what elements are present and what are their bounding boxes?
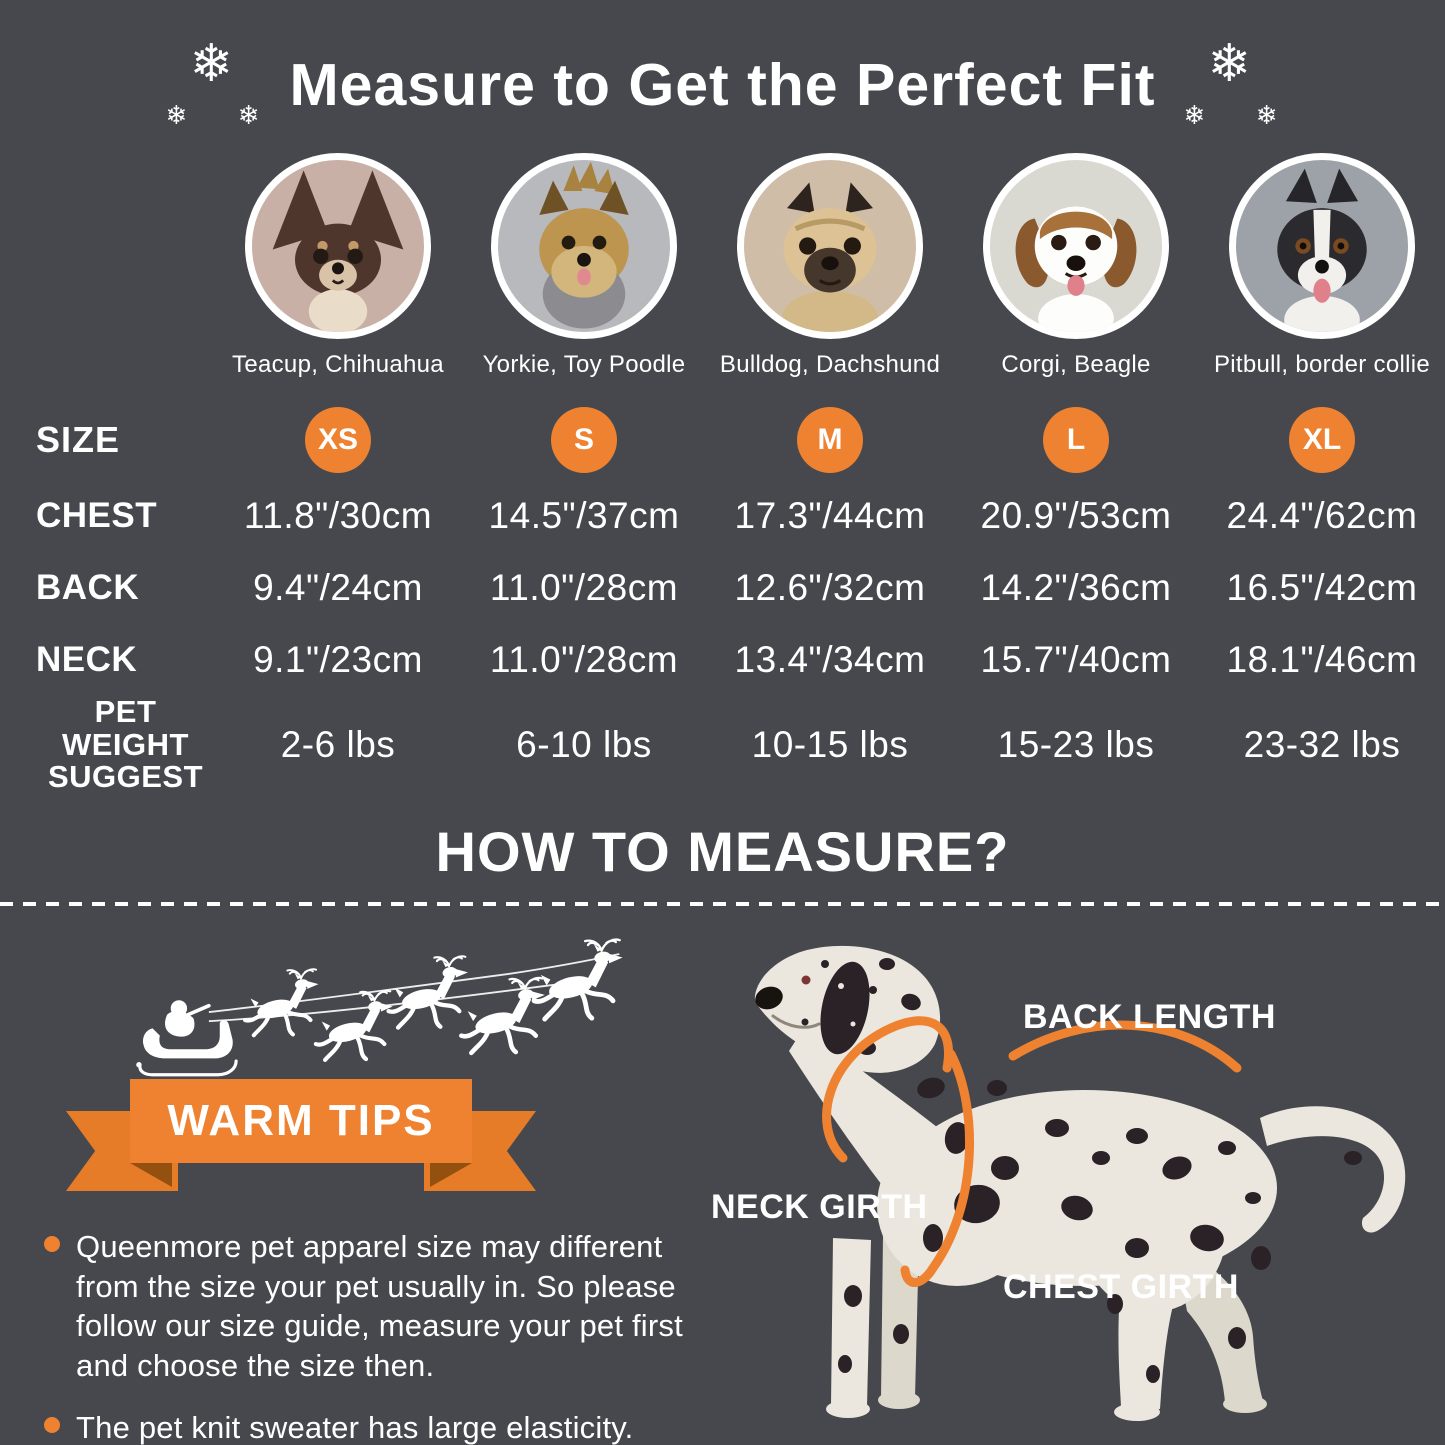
weight-value: 10-15 lbs [751,723,909,765]
snowflake-icon: ❄ [189,35,234,93]
back-row: BACK 9.4"/24cm 11.0"/28cm 12.6"/32cm 14.… [0,552,1445,624]
warm-tips-banner: WARM TIPS [66,1079,536,1201]
breed-photos-row [0,146,1445,346]
weight-label-line2: SUGGEST [47,759,204,795]
reindeer-icon [242,967,321,1038]
breed-caption: Pitbull, border collie [1213,351,1431,378]
size-badge-l: L [1043,407,1109,473]
reindeer-icon [316,991,393,1060]
weight-value: 6-10 lbs [516,723,652,765]
weight-label-line1: PET WEIGHT [62,694,189,762]
back-row-label: BACK [36,568,140,607]
weight-row: PET WEIGHT SUGGEST 2-6 lbs 6-10 lbs 10-1… [0,695,1445,792]
header: ❄ ❄ ❄ Measure to Get the Perfect Fit ❄ ❄… [0,0,1445,140]
chest-row-label: CHEST [36,496,158,535]
neck-value: 18.1"/46cm [1226,639,1418,680]
breed-caption: Corgi, Beagle [1001,351,1151,378]
snowflake-icon: ❄ [165,100,188,130]
neck-girth-label: NECK GIRTH [711,1188,928,1226]
tips-list: Queenmore pet apparel size may different… [44,1227,692,1445]
chihuahua-icon [272,170,404,332]
snowflake-icon: ❄ [1183,100,1206,130]
snowflakes-left: ❄ ❄ ❄ [165,30,261,140]
back-value: 11.0"/28cm [489,567,679,608]
neck-value: 13.4"/34cm [734,639,926,680]
page-title: Measure to Get the Perfect Fit [289,52,1156,118]
measure-diagram: BACK LENGTH NECK GIRTH CHEST GIRTH [705,906,1445,1445]
breed-captions-row: Teacup, Chihuahua Yorkie, Toy Poodle Bul… [0,346,1445,384]
tip-text: Queenmore pet apparel size may different… [76,1229,683,1384]
chest-girth-label: CHEST GIRTH [1003,1268,1239,1306]
snowflake-icon: ❄ [1255,100,1278,130]
pug-icon [781,182,879,332]
chest-row: CHEST 11.8"/30cm 14.5"/37cm 17.3"/44cm 2… [0,480,1445,552]
santa-sleigh-graphic [108,914,705,1087]
size-row-label: SIZE [36,419,121,460]
chest-value: 11.8"/30cm [243,495,433,536]
weight-value: 15-23 lbs [997,723,1155,765]
breed-caption: Yorkie, Toy Poodle [482,351,686,378]
breed-caption: Bulldog, Dachshund [719,351,941,378]
santa-sleigh-icon [136,1000,238,1077]
reindeer-icon [389,956,468,1027]
tips-column: WARM TIPS Queenmore pet apparel size may… [0,906,705,1445]
neck-row: NECK 9.1"/23cm 11.0"/28cm 13.4"/34cm 15.… [0,624,1445,696]
bullet-dot-icon [44,1416,60,1433]
dalmatian-illustration [754,945,1406,1421]
snowflakes-right: ❄ ❄ ❄ [1184,30,1280,140]
back-value: 12.6"/32cm [734,567,926,608]
breed-caption: Teacup, Chihuahua [232,351,444,378]
how-to-measure-heading: HOW TO MEASURE? [435,820,1010,883]
size-badge-xl: XL [1289,407,1355,473]
weight-row-label: PET WEIGHT SUGGEST [0,694,215,795]
back-value: 14.2"/36cm [980,567,1172,608]
neck-value: 9.1"/23cm [253,639,423,680]
dashed-divider [0,902,1445,906]
bullet-dot-icon [44,1236,60,1252]
neck-value: 15.7"/40cm [980,639,1172,680]
tip-item: Queenmore pet apparel size may different… [44,1227,692,1386]
beagle-icon [1015,206,1137,332]
chest-value: 17.3"/44cm [734,495,926,536]
weight-value: 2-6 lbs [280,723,396,765]
neck-row-label: NECK [36,640,138,679]
weight-value: 23-32 lbs [1243,723,1401,765]
snowflake-icon: ❄ [1207,35,1252,93]
chest-value: 20.9"/53cm [980,495,1172,536]
neck-value: 11.0"/28cm [489,639,679,680]
size-badge-m: M [797,407,863,473]
border-collie-photo [1229,153,1415,339]
size-badge-s: S [551,407,617,473]
pug-photo [737,153,923,339]
tip-text: The pet knit sweater has large elasticit… [76,1409,634,1445]
border-collie-icon [1277,168,1367,332]
reindeer-icon [461,978,545,1053]
back-value: 9.4"/24cm [253,567,423,608]
chest-value: 24.4"/62cm [1226,495,1418,536]
snowflake-icon: ❄ [237,100,260,130]
size-row: SIZE XS S M L XL [0,400,1445,480]
warm-tips-label: WARM TIPS [130,1079,472,1163]
size-badge-xs: XS [305,407,371,473]
reindeer-icon [534,940,623,1019]
bottom-section: WARM TIPS Queenmore pet apparel size may… [0,906,1445,1445]
yorkie-photo [491,153,677,339]
measure-arcs [822,1016,1242,1287]
chihuahua-photo [245,153,431,339]
beagle-photo [983,153,1169,339]
tip-item: The pet knit sweater has large elasticit… [44,1408,692,1445]
back-value: 16.5"/42cm [1226,567,1418,608]
chest-value: 14.5"/37cm [488,495,680,536]
reindeer-sleigh-icon [136,914,673,1077]
back-length-label: BACK LENGTH [1023,998,1276,1036]
yorkie-icon [539,161,629,329]
